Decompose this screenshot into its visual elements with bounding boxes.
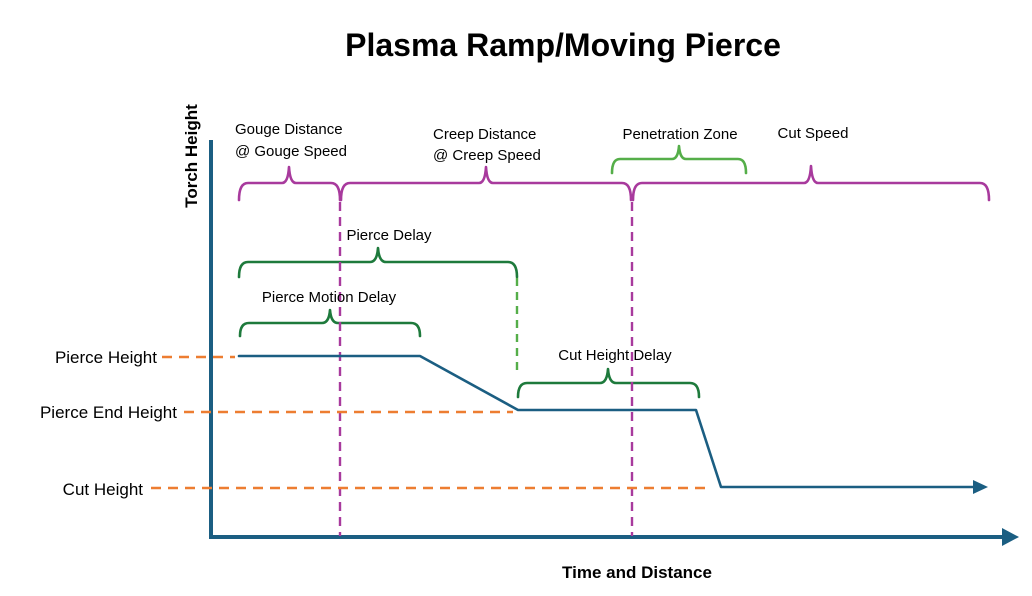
pierce-delay-brace [237, 246, 519, 279]
y-axis-label: Torch Height [182, 104, 201, 208]
penetration-zone-brace [610, 144, 748, 175]
cut-height-delay-label: Cut Height Delay [558, 347, 672, 364]
pierce-height-label: Pierce Height [55, 348, 157, 367]
torch-height-profile-line [237, 354, 977, 489]
cut-speed-brace [631, 164, 991, 202]
creep-distance-brace [339, 165, 633, 202]
gouge-distance-label-line1: Gouge Distance [235, 121, 343, 138]
axes-line [209, 140, 1006, 539]
pierce-delay-label: Pierce Delay [346, 227, 432, 244]
pierce-motion-delay-brace [238, 308, 422, 338]
cut-height-delay-brace [516, 367, 701, 399]
x-axis-arrow-icon [1002, 528, 1019, 546]
gouge-distance-brace [237, 165, 342, 202]
cut-height-label: Cut Height [63, 480, 144, 499]
cut-speed-label: Cut Speed [778, 125, 849, 142]
gouge-distance-label-line2: @ Gouge Speed [235, 143, 347, 160]
creep-distance-label-line1: Creep Distance [433, 126, 536, 143]
profile-arrow-icon [973, 480, 988, 494]
penetration-zone-label: Penetration Zone [622, 126, 737, 143]
x-axis-label: Time and Distance [562, 563, 712, 582]
creep-distance-label-line2: @ Creep Speed [433, 147, 541, 164]
diagram-title: Plasma Ramp/Moving Pierce [345, 27, 781, 63]
pierce-end-height-label: Pierce End Height [40, 403, 177, 422]
pierce-motion-delay-label: Pierce Motion Delay [262, 289, 397, 306]
